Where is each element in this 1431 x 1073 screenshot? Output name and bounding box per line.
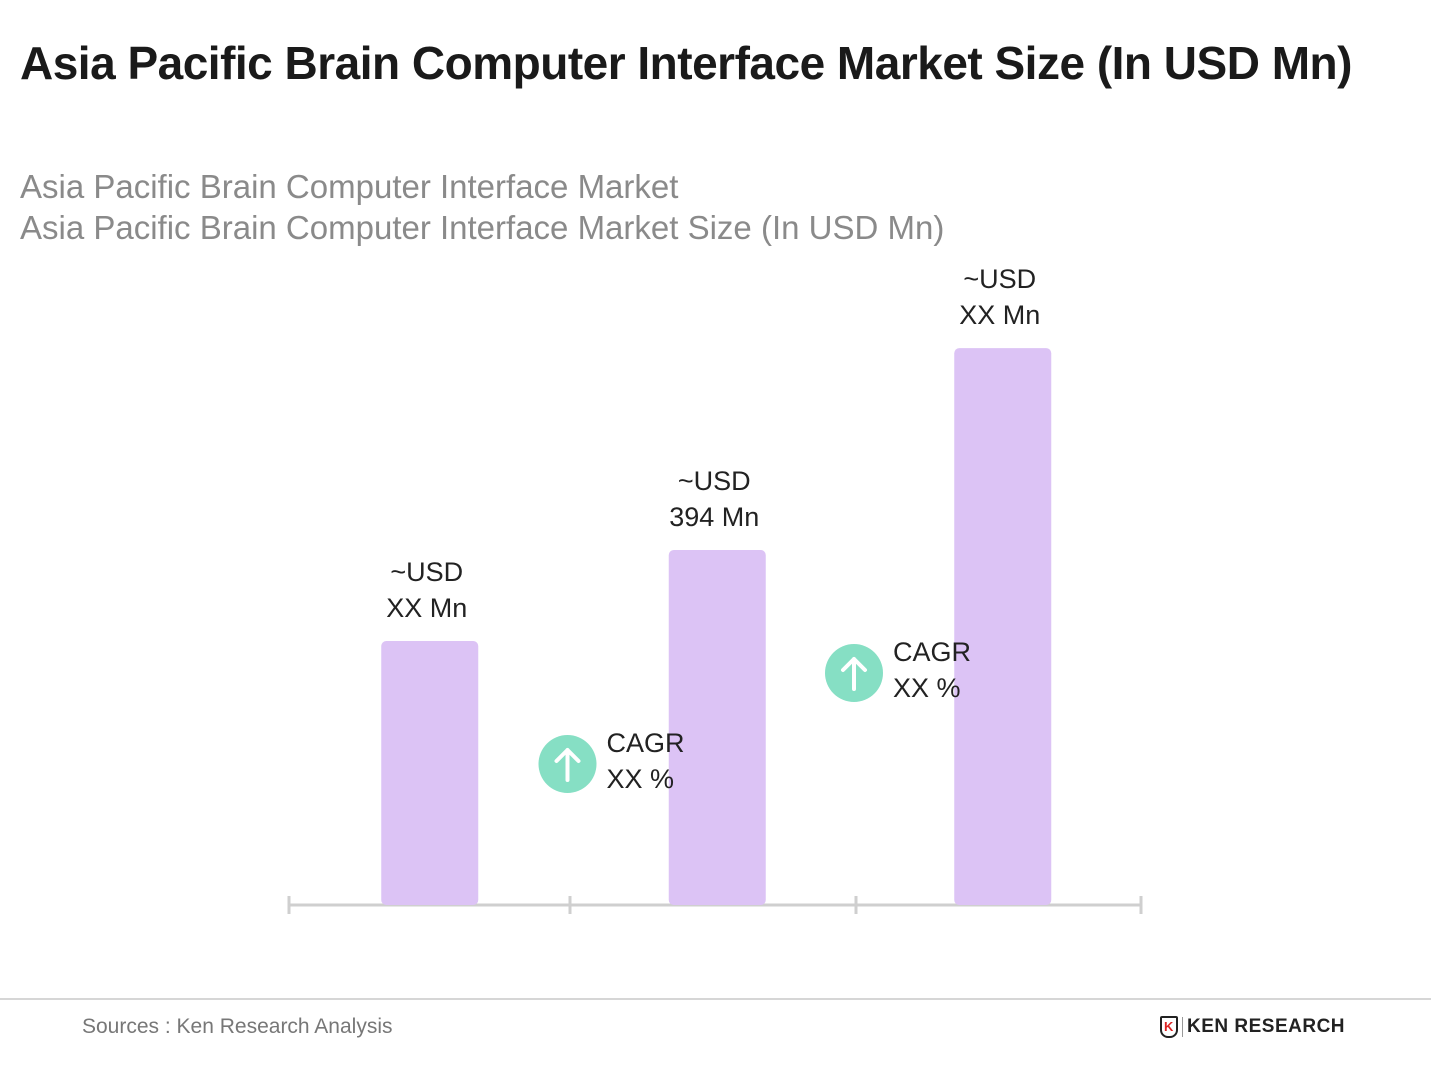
bar: [668, 550, 766, 905]
bar-chart: ~USD XX Mn ~USD 394 Mn ~USD XX Mn CAGR XX % CAGR…: [287, 264, 1143, 914]
data-label: 394 Mn: [669, 502, 759, 532]
cagr-value: XX %: [607, 764, 675, 794]
subtitle-line-2: Asia Pacific Brain Computer Interface Ma…: [20, 209, 945, 246]
data-label: XX Mn: [959, 300, 1040, 330]
logo-mark-icon: K: [1160, 1016, 1178, 1038]
data-label: XX Mn: [386, 593, 467, 623]
data-label: ~USD: [678, 466, 751, 496]
footer-divider: [0, 998, 1431, 1000]
cagr-value: XX %: [893, 673, 961, 703]
logo-separator: [1182, 1017, 1183, 1037]
logo-text: KEN RESEARCH: [1187, 1016, 1346, 1037]
subtitle-line-1: Asia Pacific Brain Computer Interface Ma…: [20, 168, 679, 205]
bar: [954, 348, 1052, 905]
data-label: ~USD: [390, 557, 463, 587]
bar: [381, 641, 479, 905]
chart-title: Asia Pacific Brain Computer Interface Ma…: [20, 37, 1352, 89]
cagr-label: CAGR: [893, 637, 971, 667]
source-note: Sources : Ken Research Analysis: [82, 1015, 393, 1038]
data-label: ~USD: [963, 264, 1036, 294]
cagr-label: CAGR: [607, 728, 685, 758]
ken-research-logo: K KEN RESEARCH: [1160, 1016, 1345, 1038]
arrow-up-icon: [554, 748, 581, 783]
arrow-up-icon: [841, 657, 867, 691]
